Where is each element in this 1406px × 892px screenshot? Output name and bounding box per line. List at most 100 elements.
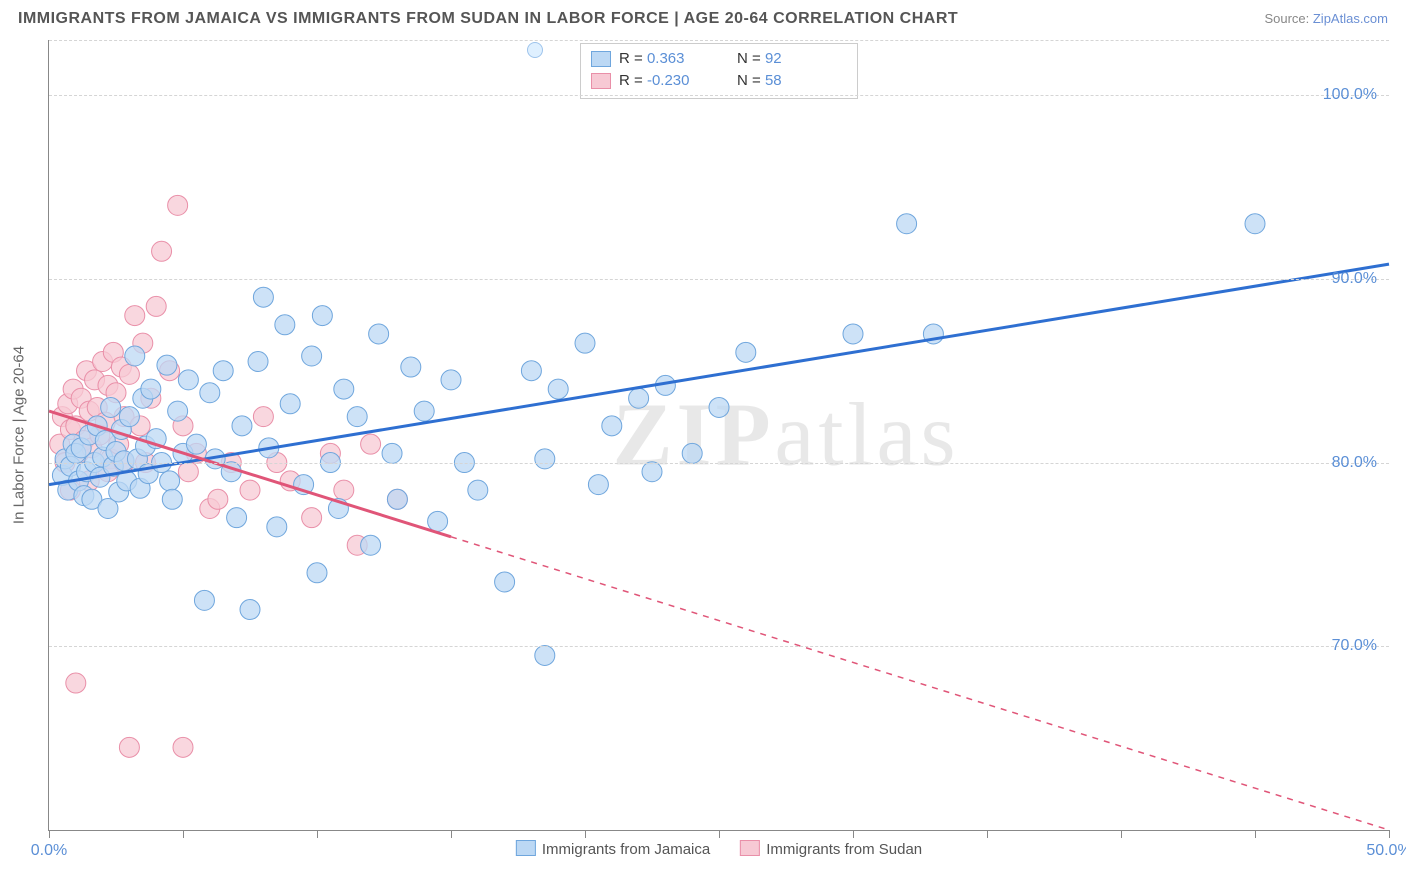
x-tick <box>317 830 318 838</box>
y-tick-label: 70.0% <box>1332 637 1377 655</box>
data-point <box>521 361 541 381</box>
data-point <box>119 737 139 757</box>
data-point <box>361 535 381 555</box>
data-point <box>227 508 247 528</box>
gridline <box>49 463 1389 464</box>
data-point <box>125 306 145 326</box>
data-point <box>1245 214 1265 234</box>
x-tick <box>719 830 720 838</box>
data-point <box>629 388 649 408</box>
correlation-legend: R = 0.363 N = 92 R = -0.230 N = 58 <box>580 43 858 99</box>
data-point <box>548 379 568 399</box>
legend-row-jamaica: R = 0.363 N = 92 <box>591 48 847 70</box>
r-label: R <box>619 50 630 67</box>
data-point <box>186 434 206 454</box>
data-point <box>146 296 166 316</box>
data-point <box>168 401 188 421</box>
data-point <box>253 287 273 307</box>
data-point <box>267 517 287 537</box>
y-tick-label: 90.0% <box>1332 270 1377 288</box>
source-text: Source: ZipAtlas.com <box>1264 11 1388 26</box>
data-point <box>334 480 354 500</box>
x-tick <box>49 830 50 838</box>
chart-svg-layer <box>49 40 1389 830</box>
data-point <box>588 475 608 495</box>
data-point <box>213 361 233 381</box>
x-tick <box>1255 830 1256 838</box>
data-point <box>387 489 407 509</box>
data-point <box>152 241 172 261</box>
gridline <box>49 279 1389 280</box>
data-point <box>125 346 145 366</box>
regression-line <box>49 264 1389 484</box>
data-point <box>682 443 702 463</box>
swatch-sudan-icon <box>740 840 760 856</box>
data-point <box>843 324 863 344</box>
data-point <box>428 511 448 531</box>
x-tick-label: 50.0% <box>1366 842 1406 860</box>
data-point <box>736 342 756 362</box>
data-point <box>642 462 662 482</box>
x-tick <box>853 830 854 838</box>
data-point <box>141 379 161 399</box>
data-point <box>194 590 214 610</box>
data-point <box>173 737 193 757</box>
source-link[interactable]: ZipAtlas.com <box>1313 11 1388 26</box>
y-tick-label: 80.0% <box>1332 454 1377 472</box>
data-point <box>208 489 228 509</box>
series-legend: Immigrants from Jamaica Immigrants from … <box>516 840 922 858</box>
data-point <box>253 407 273 427</box>
data-point <box>275 315 295 335</box>
x-tick <box>1121 830 1122 838</box>
data-point <box>897 214 917 234</box>
title-bar: IMMIGRANTS FROM JAMAICA VS IMMIGRANTS FR… <box>18 10 1388 28</box>
chart-title: IMMIGRANTS FROM JAMAICA VS IMMIGRANTS FR… <box>18 10 958 28</box>
data-point <box>307 563 327 583</box>
swatch-sudan-icon <box>591 73 611 89</box>
data-point <box>160 471 180 491</box>
data-point <box>334 379 354 399</box>
legend-item-sudan: Immigrants from Sudan <box>740 840 922 858</box>
data-point <box>401 357 421 377</box>
data-point <box>709 397 729 417</box>
data-point <box>248 352 268 372</box>
x-tick-label: 0.0% <box>31 842 67 860</box>
gridline <box>49 95 1389 96</box>
data-point <box>200 383 220 403</box>
data-point <box>157 355 177 375</box>
n-label: N <box>737 50 748 67</box>
data-point <box>575 333 595 353</box>
data-point <box>302 508 322 528</box>
y-axis-title: In Labor Force | Age 20-64 <box>11 346 28 524</box>
data-point <box>240 480 260 500</box>
n-value-jamaica: 92 <box>765 50 782 67</box>
r-value-sudan: -0.230 <box>647 72 690 89</box>
data-point <box>535 449 555 469</box>
legend-row-sudan: R = -0.230 N = 58 <box>591 70 847 92</box>
data-point <box>312 306 332 326</box>
data-point <box>119 364 139 384</box>
y-tick-label: 100.0% <box>1323 86 1377 104</box>
scatter-plot-area: ZIPatlas In Labor Force | Age 20-64 R = … <box>48 40 1389 831</box>
gridline <box>49 646 1389 647</box>
swatch-jamaica-icon <box>516 840 536 856</box>
data-point <box>168 195 188 215</box>
data-point <box>602 416 622 436</box>
data-point <box>361 434 381 454</box>
regression-line-extrapolated <box>451 537 1389 830</box>
data-point <box>280 394 300 414</box>
data-point <box>101 397 121 417</box>
legend-item-jamaica: Immigrants from Jamaica <box>516 840 710 858</box>
data-point <box>178 462 198 482</box>
x-tick <box>987 830 988 838</box>
data-point <box>495 572 515 592</box>
r-value-jamaica: 0.363 <box>647 50 685 67</box>
data-point <box>468 480 488 500</box>
data-point <box>535 645 555 665</box>
data-point <box>369 324 389 344</box>
data-point <box>240 600 260 620</box>
gridline <box>49 40 1389 41</box>
data-point <box>178 370 198 390</box>
data-point <box>162 489 182 509</box>
data-point <box>347 407 367 427</box>
